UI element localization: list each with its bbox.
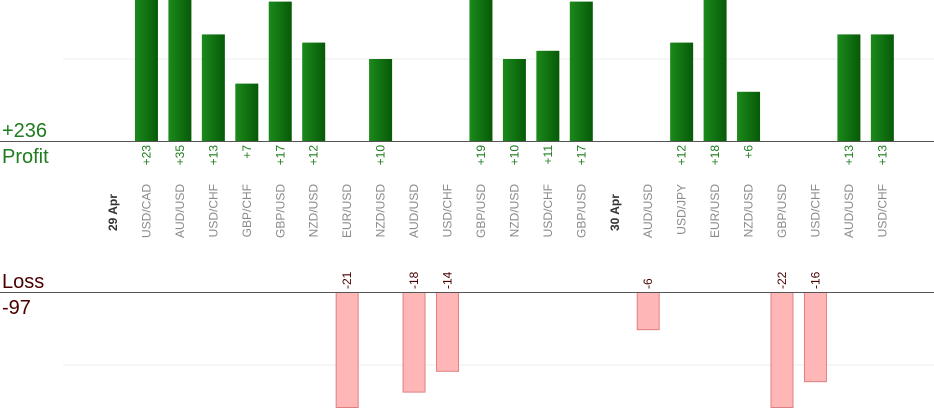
profit-bar xyxy=(201,34,225,141)
loss-total: -97 xyxy=(2,297,31,319)
profit-bar xyxy=(235,83,259,141)
loss-bar xyxy=(436,292,459,372)
bars xyxy=(134,0,894,408)
loss-bar xyxy=(335,292,359,408)
category-tick-label: AUD/USD xyxy=(173,184,187,238)
category-tick-label: AUD/USD xyxy=(407,184,421,238)
profit-bar xyxy=(569,1,593,141)
category-tick-label: GBP/CHF xyxy=(240,184,254,237)
loss-bar xyxy=(770,292,794,408)
profit-bar xyxy=(168,0,192,141)
profit-bar xyxy=(703,0,727,141)
profit-bar xyxy=(469,0,493,141)
profit-data-label: +17 xyxy=(273,145,287,166)
date-label: 30 Apr xyxy=(608,194,622,231)
profit-data-label: +13 xyxy=(875,145,889,166)
category-tick-label: NZD/USD xyxy=(742,184,756,238)
profit-bar xyxy=(870,34,894,141)
loss-data-label: -22 xyxy=(775,271,789,289)
profit-data-label: +35 xyxy=(173,145,187,166)
loss-bar xyxy=(803,292,827,383)
grid-lines xyxy=(63,58,934,366)
loss-label: Loss xyxy=(2,271,44,293)
profit-data-label: +10 xyxy=(374,145,388,166)
category-tick-label: USD/CHF xyxy=(441,184,455,237)
category-tick-label: NZD/USD xyxy=(374,184,388,238)
category-tick-label: AUD/USD xyxy=(842,184,856,238)
category-tick-label: GBP/USD xyxy=(574,184,588,238)
category-tick-label: NZD/USD xyxy=(507,184,521,238)
loss-bar xyxy=(636,292,660,331)
category-tick-label: USD/CHF xyxy=(875,184,889,237)
profit-data-label: +12 xyxy=(307,145,321,166)
profit-data-label: +13 xyxy=(842,145,856,166)
category-tick-label: EUR/USD xyxy=(708,184,722,238)
category-tick-label: GBP/USD xyxy=(775,184,789,238)
labels: 29 Apr USD/CAD +23 AUD/USD +35 USD/CHF +13 GBP/… xyxy=(106,145,889,289)
profit-bar xyxy=(369,59,393,141)
profit-data-label: +19 xyxy=(474,145,488,166)
loss-data-label: -14 xyxy=(441,271,455,289)
loss-data-label: -18 xyxy=(407,271,421,289)
profit-data-label: +10 xyxy=(507,145,521,166)
profit-bar xyxy=(837,34,861,141)
category-tick-label: GBP/USD xyxy=(474,184,488,238)
category-tick-label: AUD/USD xyxy=(641,184,655,238)
profit-data-label: +23 xyxy=(139,145,153,166)
profit-bar xyxy=(268,1,292,141)
category-tick-label: EUR/USD xyxy=(340,184,354,238)
profit-label: Profit xyxy=(2,146,49,168)
category-tick-label: NZD/USD xyxy=(307,184,321,238)
profit-bar xyxy=(502,59,526,141)
profit-bar xyxy=(737,91,761,141)
category-tick-label: USD/CHF xyxy=(206,184,220,237)
category-tick-label: USD/CHF xyxy=(808,184,822,237)
profit-data-label: +7 xyxy=(240,145,254,159)
profit-bar xyxy=(670,42,694,141)
category-tick-label: GBP/USD xyxy=(273,184,287,238)
profit-data-label: +12 xyxy=(675,145,689,166)
category-tick-label: USD/CAD xyxy=(139,184,153,238)
loss-data-label: -21 xyxy=(340,271,354,289)
axes xyxy=(0,141,934,293)
loss-data-label: -6 xyxy=(641,278,655,289)
profit-data-label: +11 xyxy=(541,145,555,165)
profit-total: +236 xyxy=(2,120,47,142)
profit-data-label: +18 xyxy=(708,145,722,166)
category-tick-label: USD/JPY xyxy=(675,184,689,235)
loss-data-label: -16 xyxy=(808,271,822,289)
profit-data-label: +17 xyxy=(574,145,588,166)
profit-data-label: +6 xyxy=(742,145,756,159)
date-label: 29 Apr xyxy=(106,194,120,231)
category-tick-label: USD/CHF xyxy=(541,184,555,237)
loss-bar xyxy=(402,292,426,393)
profit-bar xyxy=(536,50,560,141)
profit-data-label: +13 xyxy=(206,145,220,166)
profit-bar xyxy=(134,0,158,141)
profit-bar xyxy=(302,42,326,141)
